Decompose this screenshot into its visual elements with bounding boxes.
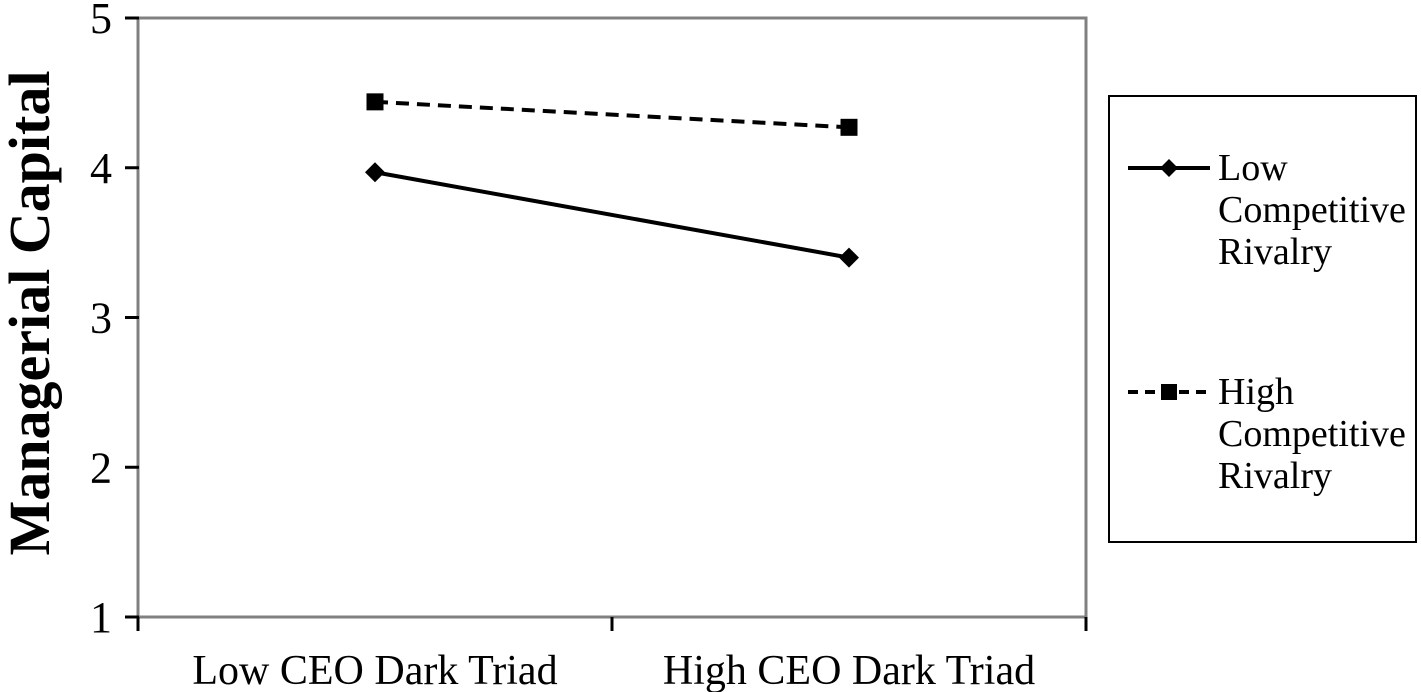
y-tick-label: 5	[90, 0, 112, 43]
x-category-label: Low CEO Dark Triad	[192, 648, 557, 692]
x-category-label: High CEO Dark Triad	[663, 648, 1035, 692]
legend-entry-low-competitive-rivalry: Low Competitive Rivalry	[1128, 147, 1418, 273]
series-line-dashed	[374, 99, 850, 130]
y-tick-label: 4	[90, 144, 112, 193]
data-point-diamond-marker	[839, 247, 859, 268]
data-point-diamond-marker	[365, 162, 385, 183]
y-tick-label: 3	[90, 294, 112, 343]
plot-border	[136, 16, 1088, 619]
data-point-square-marker	[840, 118, 858, 136]
dashed-line-square-marker-icon	[1128, 384, 1210, 400]
legend-entry-high-competitive-rivalry: High Competitive Rivalry	[1128, 371, 1418, 497]
legend-label-high: High Competitive Rivalry	[1218, 371, 1406, 497]
data-point-square-marker	[366, 93, 384, 111]
y-tick-label: 1	[90, 593, 112, 642]
legend: Low Competitive Rivalry High Competitive…	[1108, 95, 1417, 543]
legend-label-low: Low Competitive Rivalry	[1218, 147, 1406, 273]
series-line-solid	[374, 170, 850, 260]
solid-line-diamond-marker-icon	[1128, 159, 1210, 177]
y-tick-label: 2	[90, 443, 112, 492]
